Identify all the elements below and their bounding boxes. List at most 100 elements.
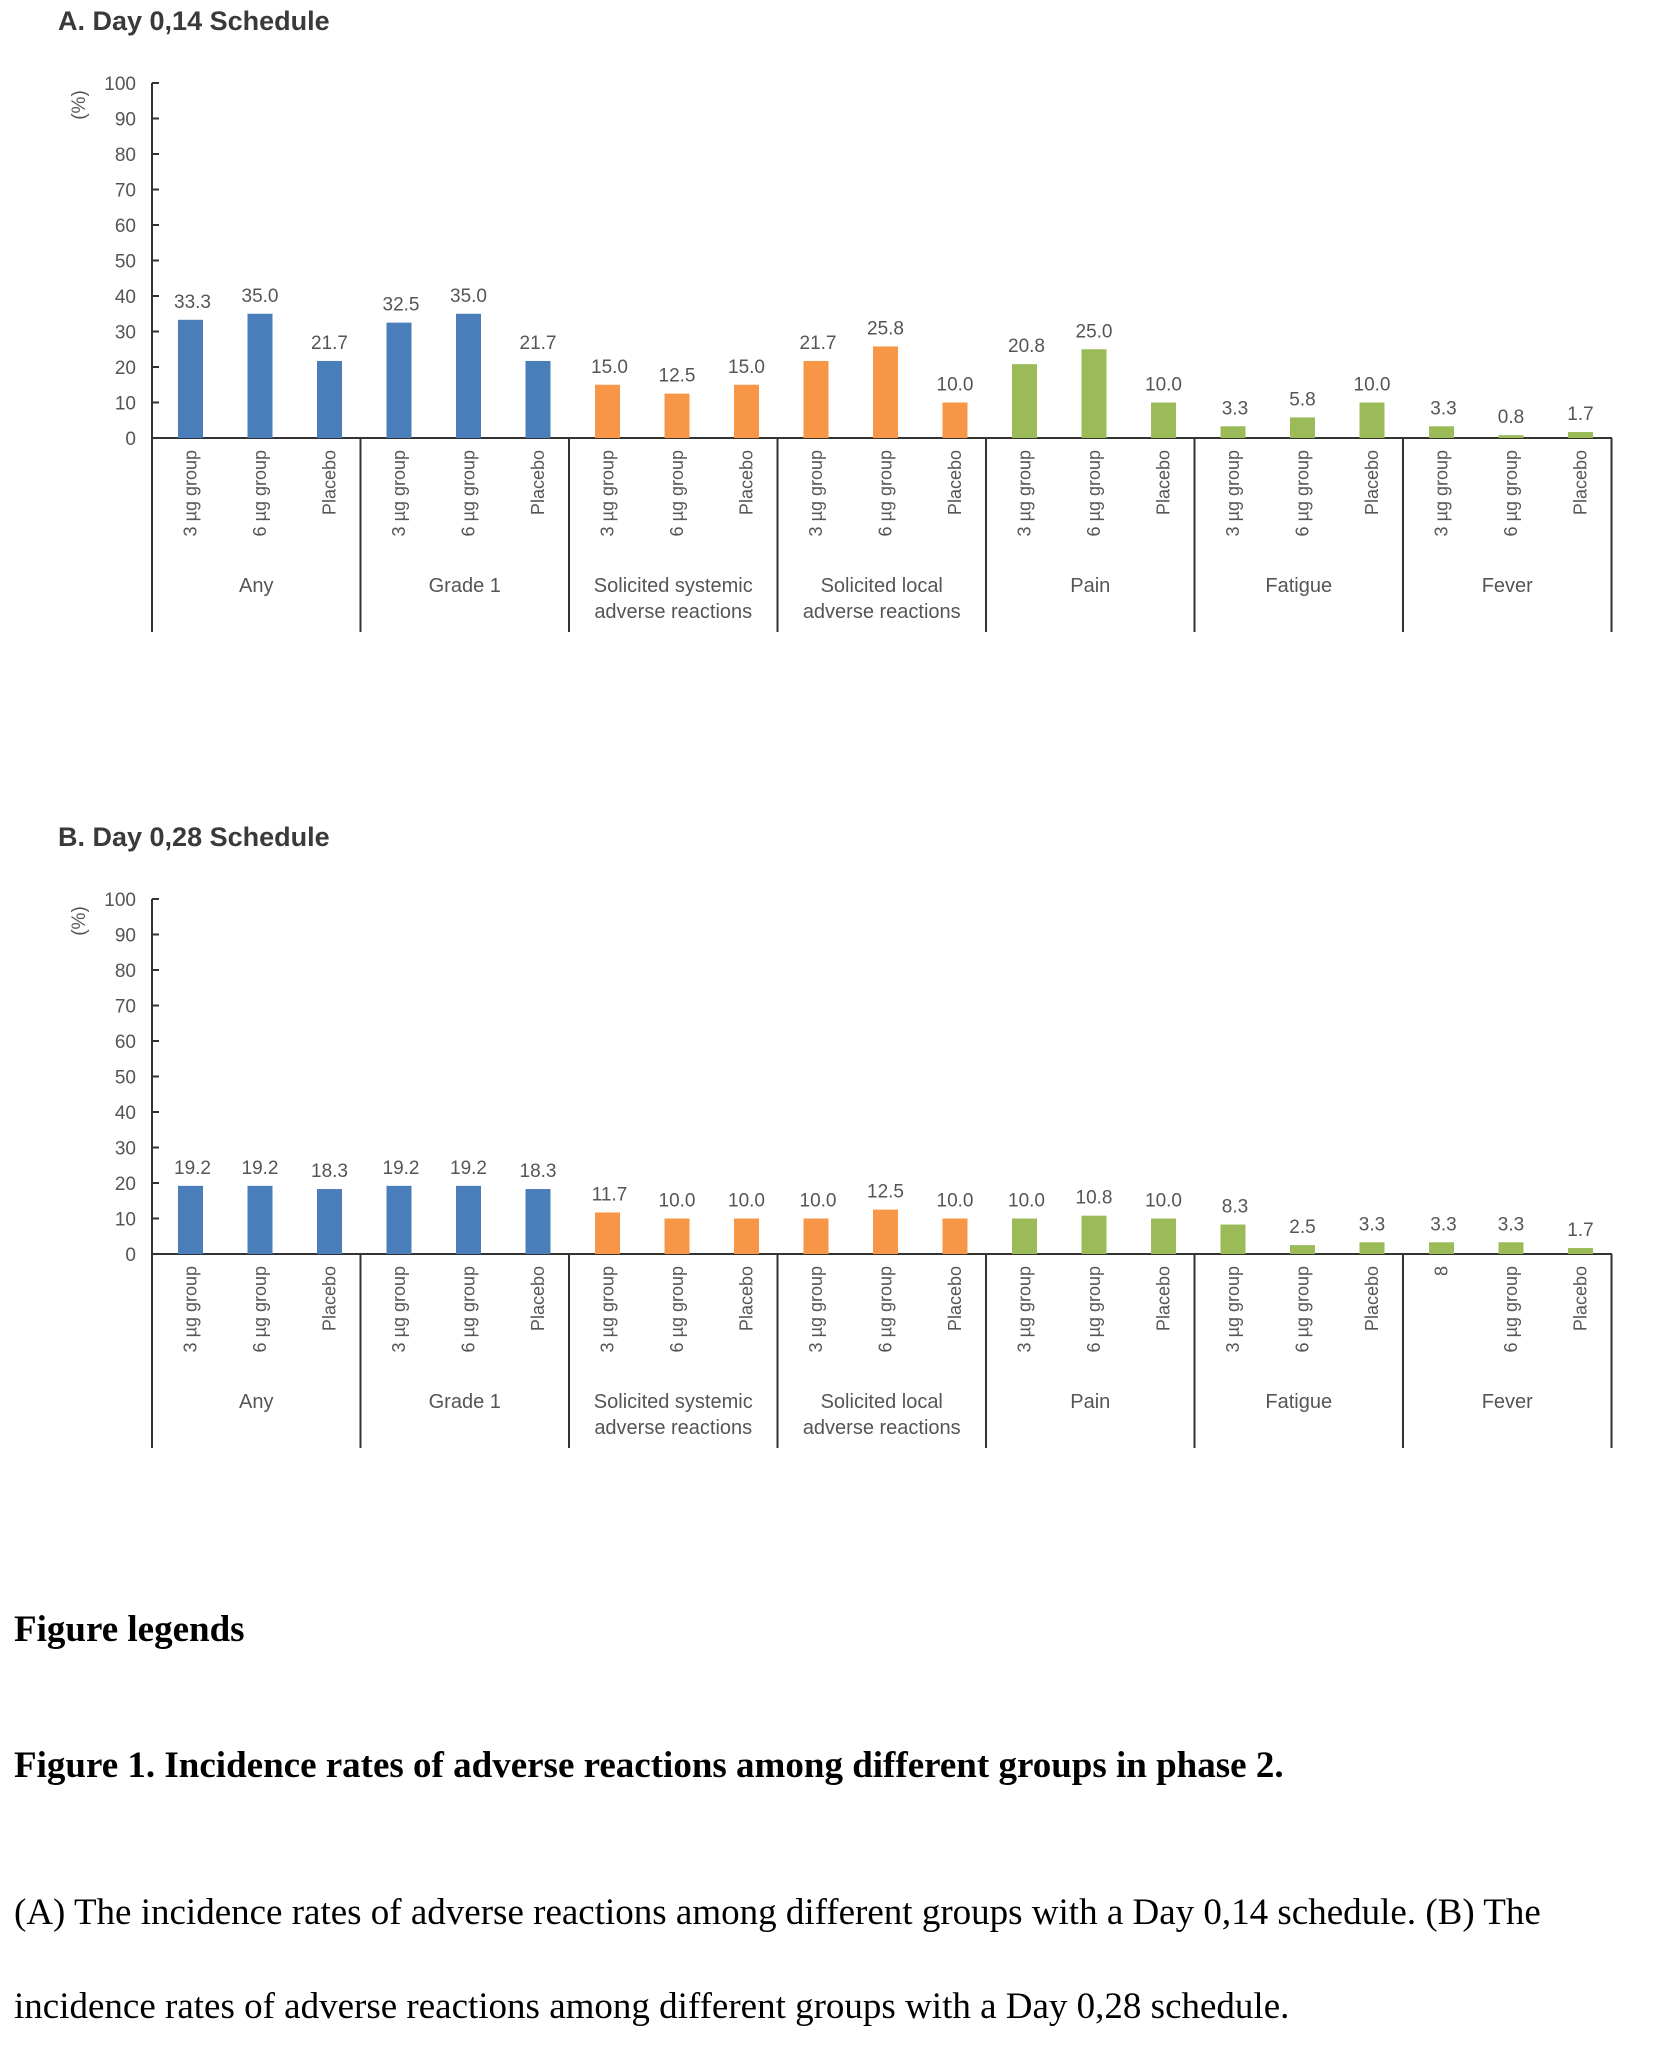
group-label: Solicited local	[821, 1391, 943, 1413]
y-tick-label: 100	[104, 890, 136, 911]
bar	[803, 1218, 829, 1254]
category-label: 6 µg group	[459, 1266, 479, 1352]
bar	[734, 384, 759, 438]
bar	[1429, 1242, 1454, 1254]
bar	[178, 1185, 203, 1254]
data-label: 2.5	[1289, 1217, 1315, 1238]
data-label: 11.7	[592, 1184, 628, 1205]
bar	[1081, 349, 1107, 438]
bar	[456, 1185, 481, 1254]
y-tick-label: 30	[115, 323, 136, 344]
bar	[456, 313, 481, 438]
data-label: 3.3	[1359, 1214, 1385, 1235]
bar	[178, 319, 203, 438]
category-label: 6 µg group	[1501, 450, 1521, 536]
category-label: 6 µg group	[1501, 1266, 1521, 1352]
category-label: Placebo	[1154, 450, 1174, 515]
category-label: 6 µg group	[876, 450, 896, 536]
bar	[525, 1189, 551, 1254]
y-tick-label: 70	[115, 181, 136, 202]
category-label: 3 µg group	[598, 1266, 618, 1352]
y-axis-label: (%)	[69, 906, 90, 936]
data-label: 19.2	[174, 1158, 211, 1179]
bar	[1012, 364, 1037, 438]
category-label: 6 µg group	[876, 1266, 896, 1352]
group-label: Any	[239, 1391, 273, 1413]
category-label: 8	[1432, 1266, 1452, 1276]
data-label: 35.0	[450, 286, 487, 307]
bar	[247, 1185, 273, 1254]
category-label: 3 µg group	[389, 450, 409, 536]
data-label: 5.8	[1289, 389, 1315, 410]
y-tick-label: 40	[115, 287, 136, 308]
bar	[247, 313, 273, 438]
y-tick-label: 70	[115, 997, 136, 1018]
group-label: Grade 1	[429, 575, 501, 597]
data-label: 12.5	[659, 366, 696, 387]
data-label: 10.0	[1354, 375, 1391, 396]
bar	[1151, 402, 1176, 438]
bar	[1012, 1218, 1037, 1254]
y-tick-label: 100	[104, 74, 136, 95]
bar	[1151, 1218, 1176, 1254]
data-label: 10.0	[1145, 1191, 1182, 1212]
data-label: 10.0	[937, 1191, 974, 1212]
data-label: 32.5	[383, 295, 420, 316]
data-label: 15.0	[728, 357, 765, 378]
category-label: Placebo	[1154, 1266, 1174, 1331]
panel-a-title: A. Day 0,14 Schedule	[58, 6, 330, 36]
data-label: 3.3	[1222, 398, 1248, 419]
bar	[1220, 426, 1246, 438]
y-tick-label: 10	[115, 394, 136, 415]
group-label: Fatigue	[1265, 1391, 1332, 1413]
data-label: 21.7	[800, 333, 837, 354]
y-tick-label: 0	[125, 429, 136, 450]
y-tick-label: 50	[115, 1068, 136, 1089]
y-tick-label: 90	[115, 926, 136, 947]
bar	[1081, 1215, 1107, 1254]
bar	[1220, 1224, 1246, 1254]
category-label: 3 µg group	[181, 1266, 201, 1352]
category-label: 3 µg group	[1015, 1266, 1035, 1352]
group-label: adverse reactions	[803, 1417, 961, 1439]
bar	[803, 360, 829, 438]
category-label: Placebo	[945, 450, 965, 515]
y-tick-label: 80	[115, 961, 136, 982]
y-tick-label: 30	[115, 1139, 136, 1160]
category-label: Placebo	[320, 450, 340, 515]
bar	[664, 1218, 690, 1254]
bar	[1359, 1242, 1385, 1254]
data-label: 10.0	[728, 1191, 765, 1212]
category-label: Placebo	[1362, 450, 1382, 515]
group-label: Fatigue	[1265, 575, 1332, 597]
bar	[1290, 1245, 1315, 1254]
data-label: 3.3	[1430, 398, 1456, 419]
category-label: 6 µg group	[1084, 450, 1104, 536]
data-label: 10.8	[1076, 1188, 1113, 1209]
bar	[873, 1209, 898, 1254]
data-label: 25.8	[867, 318, 904, 339]
data-label: 0.8	[1498, 407, 1524, 428]
data-label: 10.0	[1008, 1191, 1045, 1212]
bar	[942, 402, 968, 438]
bar	[317, 360, 342, 438]
data-label: 15.0	[591, 357, 628, 378]
group-label: adverse reactions	[594, 1417, 752, 1439]
group-label: Grade 1	[429, 1391, 501, 1413]
group-label: Pain	[1070, 1391, 1110, 1413]
y-tick-label: 80	[115, 145, 136, 166]
category-label: 3 µg group	[1432, 450, 1452, 536]
data-label: 33.3	[174, 292, 211, 313]
y-tick-label: 40	[115, 1103, 136, 1124]
data-label: 21.7	[311, 333, 348, 354]
bar	[942, 1218, 968, 1254]
bar	[595, 384, 620, 438]
category-label: 3 µg group	[598, 450, 618, 536]
group-label: Solicited systemic	[594, 1391, 753, 1413]
y-tick-label: 20	[115, 1174, 136, 1195]
category-label: 3 µg group	[1223, 1266, 1243, 1352]
y-tick-label: 10	[115, 1210, 136, 1231]
data-label: 10.0	[659, 1191, 696, 1212]
y-axis-label: (%)	[69, 90, 90, 120]
category-label: Placebo	[1362, 1266, 1382, 1331]
